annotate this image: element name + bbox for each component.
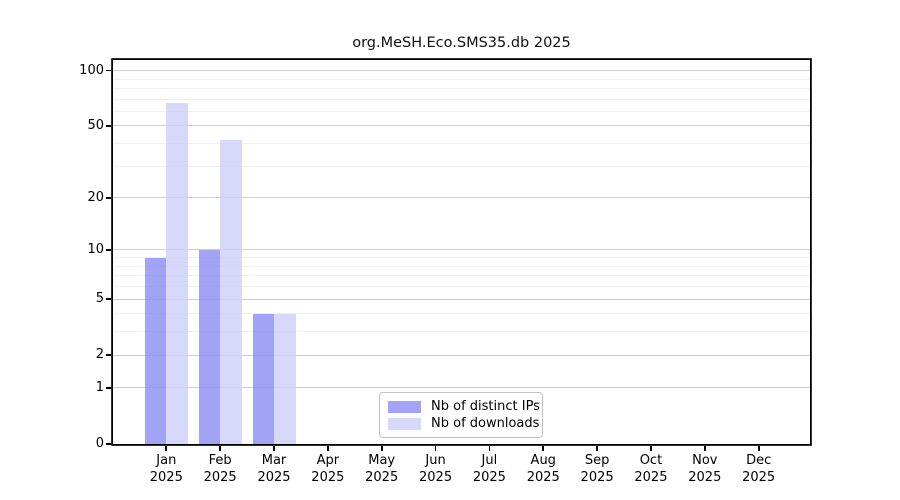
x-tick-mark	[757, 446, 760, 451]
x-tick-label-may: May 2025	[365, 453, 399, 485]
x-tick-mark	[273, 446, 275, 451]
y-tick-mark	[106, 249, 111, 251]
x-tick-mark	[703, 446, 706, 451]
x-tick-label-sep: Sep 2025	[580, 453, 614, 485]
y-tick-mark	[106, 354, 111, 356]
x-tick-mark	[219, 446, 222, 451]
gridline-100	[113, 70, 810, 72]
x-tick-mark	[650, 446, 652, 451]
y-tick-label-10: 10	[87, 241, 104, 257]
gridline-8	[113, 265, 810, 267]
legend: Nb of distinct IPs Nb of downloads	[379, 392, 543, 438]
x-tick-mark	[380, 446, 383, 451]
legend-item-distinct-ips: Nb of distinct IPs	[388, 398, 542, 415]
x-tick-mark	[596, 446, 598, 451]
chart-title: org.MeSH.Eco.SMS35.db 2025	[352, 35, 571, 51]
x-tick-label-jun: Jun 2025	[419, 453, 453, 485]
x-tick-mark	[488, 446, 491, 451]
x-tick-label-jul: Jul 2025	[472, 453, 506, 485]
y-tick-mark	[106, 298, 111, 300]
gridline-6	[113, 286, 810, 288]
y-tick-label-50: 50	[87, 117, 104, 133]
gridline-70	[113, 98, 810, 100]
x-tick-mark	[542, 446, 545, 451]
gridline-3	[113, 331, 810, 333]
gridline-80	[113, 87, 810, 89]
legend-label-distinct-ips: Nb of distinct IPs	[431, 399, 540, 414]
gridline-30	[113, 165, 810, 167]
x-tick-label-mar: Mar 2025	[257, 453, 291, 485]
x-tick-label-apr: Apr 2025	[311, 453, 345, 485]
legend-item-downloads: Nb of downloads	[388, 415, 542, 432]
y-tick-label-0: 0	[95, 436, 104, 451]
bar-feb-downloads	[220, 139, 242, 444]
x-tick-label-nov: Nov 2025	[688, 453, 722, 485]
gridline-2	[113, 354, 810, 356]
bar-mar-distinct-ips	[252, 313, 274, 444]
gridline-40	[113, 143, 810, 145]
y-tick-mark	[106, 443, 111, 445]
x-tick-label-feb: Feb 2025	[203, 453, 237, 485]
bar-mar-downloads	[274, 313, 296, 444]
gridline-10	[113, 249, 810, 251]
y-tick-label-20: 20	[87, 189, 104, 205]
plot-area	[113, 60, 810, 444]
gridline-5	[113, 298, 810, 300]
x-tick-label-oct: Oct 2025	[634, 453, 668, 485]
gridline-20	[113, 197, 810, 199]
x-tick-mark	[165, 446, 168, 451]
y-tick-label-2: 2	[95, 347, 104, 363]
y-tick-mark	[106, 69, 111, 72]
y-tick-label-100: 100	[79, 62, 104, 78]
bar-jan-downloads	[166, 102, 188, 444]
y-tick-mark	[106, 196, 111, 199]
legend-label-downloads: Nb of downloads	[431, 416, 540, 431]
bar-jan-distinct-ips	[144, 257, 167, 444]
x-tick-label-aug: Aug 2025	[526, 453, 560, 485]
y-tick-label-5: 5	[95, 291, 104, 307]
gridline-4	[113, 313, 810, 315]
y-tick-label-1: 1	[95, 379, 104, 395]
gridline-60	[113, 110, 810, 112]
x-tick-mark	[326, 446, 329, 451]
gridline-7	[113, 275, 810, 277]
y-tick-mark	[106, 387, 111, 389]
bar-feb-distinct-ips	[198, 250, 221, 444]
gridline-1	[113, 387, 810, 389]
x-tick-mark	[434, 446, 437, 451]
gridline-9	[113, 257, 810, 259]
y-tick-mark	[106, 124, 111, 127]
legend-swatch-downloads	[388, 417, 421, 430]
gridline-90	[113, 78, 810, 80]
x-tick-label-dec: Dec 2025	[742, 453, 776, 485]
gridline-50	[113, 125, 810, 127]
legend-swatch-distinct-ips	[388, 400, 421, 413]
x-tick-label-jan: Jan 2025	[149, 453, 183, 485]
